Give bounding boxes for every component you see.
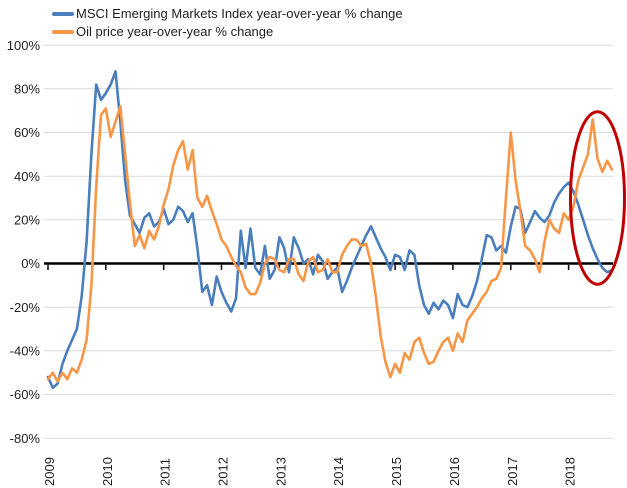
y-axis-label: 60% — [14, 125, 40, 140]
y-axis-label: 80% — [14, 81, 40, 96]
y-axis-label: 0% — [21, 256, 40, 271]
x-axis-label: 2016 — [447, 457, 462, 486]
y-axis-label: -40% — [10, 343, 41, 358]
y-axis-label: 40% — [14, 169, 40, 184]
x-axis-label: 2013 — [273, 457, 288, 486]
x-axis-label: 2017 — [505, 457, 520, 486]
x-axis-label: 2011 — [158, 458, 173, 486]
highlight-ellipse — [569, 110, 626, 286]
legend: MSCI Emerging Markets Index year-over-ye… — [52, 5, 403, 41]
y-axis-label: -60% — [10, 387, 41, 402]
oil-line-swatch — [52, 30, 74, 34]
y-axis-label: -80% — [10, 431, 41, 446]
legend-item-oil: Oil price year-over-year % change — [52, 23, 403, 41]
msci-line — [46, 70, 614, 390]
y-axis-label: -20% — [10, 300, 41, 315]
legend-item-msci: MSCI Emerging Markets Index year-over-ye… — [52, 5, 403, 23]
x-axis-label: 2014 — [331, 457, 346, 486]
x-axis-label: 2009 — [42, 457, 57, 486]
x-axis-label: 2012 — [216, 457, 231, 486]
x-axis-label: 2018 — [563, 457, 578, 486]
y-axis-label: 100% — [7, 38, 41, 53]
msci-line-swatch — [52, 12, 74, 16]
y-axis-label: 20% — [14, 212, 40, 227]
oil-line — [46, 105, 614, 383]
oil-legend-label: Oil price year-over-year % change — [76, 24, 274, 39]
msci-legend-label: MSCI Emerging Markets Index year-over-ye… — [76, 6, 403, 21]
x-axis-label: 2010 — [100, 457, 115, 486]
x-axis-label: 2015 — [389, 457, 404, 486]
